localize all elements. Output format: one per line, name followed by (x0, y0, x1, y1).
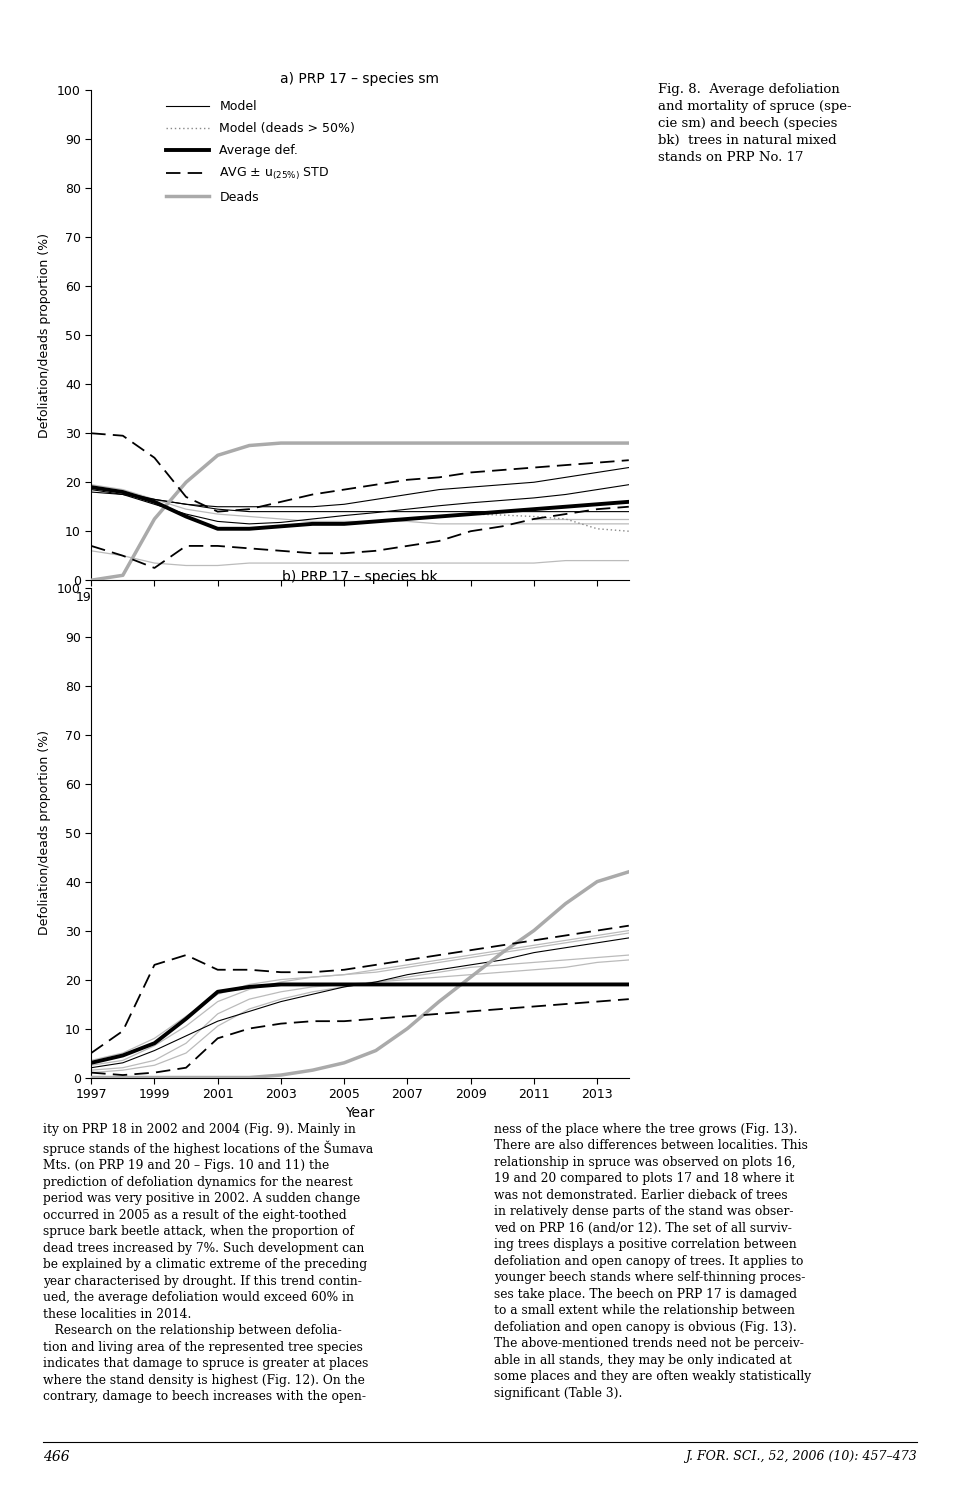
Y-axis label: Defoliation/deads proportion (%): Defoliation/deads proportion (%) (38, 729, 51, 936)
Y-axis label: Defoliation/deads proportion (%): Defoliation/deads proportion (%) (38, 232, 51, 439)
X-axis label: Year: Year (346, 1106, 374, 1121)
Text: 466: 466 (43, 1450, 70, 1463)
Title: b) PRP 17 – species bk: b) PRP 17 – species bk (282, 570, 438, 583)
Legend: Model, Model (deads > 50%), Average def., AVG $\pm$ u$_{(25\%)}$ STD, Deads: Model, Model (deads > 50%), Average def.… (162, 96, 359, 208)
Text: J. FOR. SCI., 52, 2006 (10): 457–473: J. FOR. SCI., 52, 2006 (10): 457–473 (685, 1450, 917, 1463)
Text: ness of the place where the tree grows (Fig. 13).
There are also differences bet: ness of the place where the tree grows (… (494, 1123, 811, 1400)
Text: ity on PRP 18 in 2002 and 2004 (Fig. 9). Mainly in
spruce stands of the highest : ity on PRP 18 in 2002 and 2004 (Fig. 9).… (43, 1123, 373, 1403)
Title: a) PRP 17 – species sm: a) PRP 17 – species sm (280, 72, 440, 86)
Text: Fig. 8.  Average defoliation
and mortality of spruce (spe-
cie sm) and beech (sp: Fig. 8. Average defoliation and mortalit… (658, 83, 852, 164)
